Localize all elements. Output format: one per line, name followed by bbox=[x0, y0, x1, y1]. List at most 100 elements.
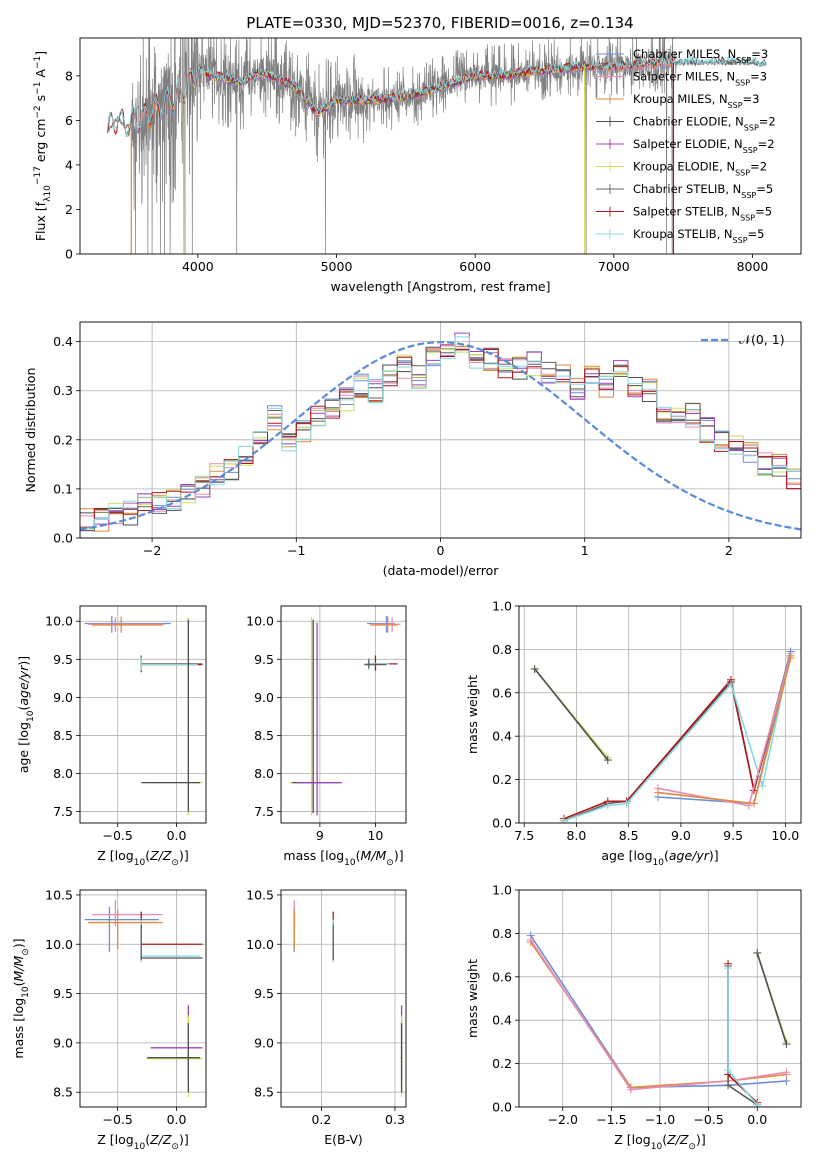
plot-area bbox=[80, 332, 801, 532]
x-tick-label: 9 bbox=[316, 828, 324, 843]
x-axis-label: Z [log10(Z/Z⊙)] bbox=[97, 1132, 188, 1152]
x-tick-label: 5000 bbox=[321, 259, 353, 274]
plot-area bbox=[293, 899, 403, 1098]
y-tick-label: 7.5 bbox=[254, 804, 274, 819]
weight-marker bbox=[753, 948, 762, 957]
weight-line-chabrier-miles bbox=[530, 935, 787, 1089]
spectrum-panel: 4000 5000 6000 7000 8000 0 2 4 6 8 wavelength [Ang… bbox=[33, 37, 802, 294]
age-vs-metallicity-panel: −0.5 0.0 7.5 8.0 8.5 9.0 9.5 10.0 Z [log10(Z/Z⊙)… bbox=[16, 605, 207, 868]
weight-marker bbox=[526, 935, 535, 944]
plot-area bbox=[526, 931, 791, 1107]
axes-frame bbox=[518, 889, 802, 1108]
x-tick-label: 10 bbox=[367, 828, 383, 843]
model-spectrum-kroupa-stelib bbox=[107, 55, 766, 138]
y-tick-label: 0.0 bbox=[492, 1100, 512, 1115]
y-tick-label: 0.4 bbox=[53, 334, 73, 349]
x-tick-label: −0.5 bbox=[103, 828, 133, 843]
y-tick-label: 0.2 bbox=[492, 772, 512, 787]
x-tick-label: −2.0 bbox=[548, 1112, 578, 1127]
y-tick-label: 8 bbox=[65, 68, 73, 83]
data-point bbox=[332, 957, 335, 959]
data-point bbox=[140, 957, 143, 959]
y-tick-label: 8.5 bbox=[254, 728, 274, 743]
weight-line-salpeter-stelib bbox=[727, 963, 758, 1104]
y-tick-label: 9.5 bbox=[53, 652, 73, 667]
y-tick-label: 4 bbox=[65, 157, 73, 172]
legend-entry: Kroupa MILES, NSSP=3 bbox=[633, 92, 759, 110]
x-tick-label: −1 bbox=[287, 543, 305, 558]
x-tick-label: 10.0 bbox=[771, 828, 799, 843]
y-tick-label: 0.2 bbox=[492, 1056, 512, 1071]
data-point bbox=[386, 624, 389, 626]
axes-frame bbox=[79, 321, 802, 539]
x-tick-label: 7.5 bbox=[514, 828, 534, 843]
y-tick-label: 9.0 bbox=[53, 1035, 73, 1050]
y-tick-label: 8.5 bbox=[53, 728, 73, 743]
y-axis-label: age [log10(age/yr)] bbox=[16, 656, 36, 773]
data-point bbox=[108, 918, 111, 921]
weight-marker bbox=[753, 1100, 762, 1107]
mass-vs-metallicity-panel: −0.5 0.0 8.5 9.0 9.5 10.0 10.5 Z [log10(Z/Z⊙)] m… bbox=[11, 887, 207, 1152]
age-vs-mass-panel: 9 10 7.5 8.0 8.5 9.0 9.5 10.0 mass [log10(M/M⊙)] bbox=[246, 605, 407, 868]
weight-marker bbox=[727, 680, 736, 689]
histogram-chabrier-miles bbox=[80, 349, 801, 530]
x-tick-label: 0.0 bbox=[167, 1112, 187, 1127]
observed-spectrum-line bbox=[107, 38, 767, 254]
x-tick-label: 0.2 bbox=[311, 1112, 331, 1127]
x-tick-label: 0 bbox=[437, 543, 445, 558]
histogram-salpeter-stelib bbox=[80, 348, 801, 528]
weight-marker bbox=[603, 801, 612, 810]
y-tick-label: 10.0 bbox=[246, 614, 274, 629]
y-tick-label: 9.0 bbox=[254, 1035, 274, 1050]
mass-vs-ebv-panel: 0.2 0.3 8.5 9.0 9.5 10.0 10.5 E(B-V) bbox=[246, 887, 407, 1147]
data-point bbox=[116, 921, 119, 924]
x-tick-label: 0.0 bbox=[747, 1112, 767, 1127]
histogram-salpeter-elodie bbox=[80, 332, 801, 532]
y-axis-label: mass [log10(M/M⊙)] bbox=[11, 938, 31, 1058]
plot-area bbox=[530, 647, 795, 823]
y-tick-label: 0.4 bbox=[492, 729, 512, 744]
x-tick-label: 0.0 bbox=[167, 828, 187, 843]
weight-marker bbox=[724, 1066, 733, 1075]
y-axis-label: mass weight bbox=[465, 675, 480, 754]
x-tick-label: 8.5 bbox=[619, 828, 639, 843]
axes-frame bbox=[518, 605, 802, 824]
axes-frame bbox=[280, 889, 407, 1108]
x-tick-label: 2 bbox=[725, 543, 733, 558]
y-tick-label: 6 bbox=[65, 113, 73, 128]
y-tick-label: 10.5 bbox=[246, 887, 274, 902]
data-point bbox=[114, 913, 117, 916]
x-axis-label: Z [log10(Z/Z⊙)] bbox=[97, 848, 188, 868]
y-tick-label: 10.0 bbox=[45, 614, 73, 629]
y-tick-label: 0.6 bbox=[492, 685, 512, 700]
x-axis-label: (data-model)/error bbox=[383, 563, 500, 578]
data-point bbox=[293, 921, 296, 924]
model-spectrum-kroupa-elodie bbox=[184, 63, 586, 116]
weight-marker bbox=[653, 788, 662, 797]
x-tick-label: 9.0 bbox=[671, 828, 691, 843]
data-point bbox=[316, 781, 319, 784]
y-tick-label: 9.0 bbox=[53, 690, 73, 705]
y-tick-label: 2 bbox=[65, 202, 73, 217]
y-axis-label: mass weight bbox=[465, 959, 480, 1038]
x-tick-label: 8000 bbox=[737, 259, 769, 274]
data-point bbox=[187, 781, 190, 784]
y-tick-label: 9.5 bbox=[254, 652, 274, 667]
weight-marker bbox=[626, 1085, 635, 1094]
legend-entry: Chabrier ELODIE, NSSP=2 bbox=[633, 115, 776, 133]
x-tick-label: 7000 bbox=[598, 259, 630, 274]
x-tick-label: 9.5 bbox=[723, 828, 743, 843]
axes-frame bbox=[280, 605, 407, 824]
x-axis-label: wavelength [Angstrom, rest frame] bbox=[330, 279, 550, 294]
y-tick-label: 0 bbox=[65, 247, 73, 262]
weight-line-kroupa-stelib bbox=[563, 653, 792, 822]
legend-entry: Kroupa STELIB, NSSP=5 bbox=[633, 227, 764, 245]
y-tick-label: 0.3 bbox=[53, 383, 73, 398]
y-tick-label: 0.1 bbox=[53, 481, 73, 496]
legend-entry: Chabrier MILES, NSSP=3 bbox=[633, 47, 768, 65]
y-tick-label: 0.8 bbox=[492, 642, 512, 657]
y-tick-label: 0.8 bbox=[492, 926, 512, 941]
y-tick-label: 8.0 bbox=[254, 766, 274, 781]
figure-title: PLATE=0330, MJD=52370, FIBERID=0016, z=0… bbox=[246, 14, 633, 32]
